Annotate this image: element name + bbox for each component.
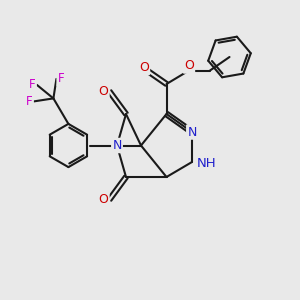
Text: O: O bbox=[184, 59, 194, 73]
Text: N: N bbox=[187, 125, 197, 139]
Text: O: O bbox=[139, 61, 149, 74]
Text: O: O bbox=[99, 85, 108, 98]
Text: F: F bbox=[26, 95, 33, 108]
Text: O: O bbox=[99, 193, 108, 206]
Text: F: F bbox=[58, 72, 64, 86]
Text: N: N bbox=[112, 139, 122, 152]
Text: F: F bbox=[29, 78, 36, 92]
Text: NH: NH bbox=[196, 157, 216, 170]
